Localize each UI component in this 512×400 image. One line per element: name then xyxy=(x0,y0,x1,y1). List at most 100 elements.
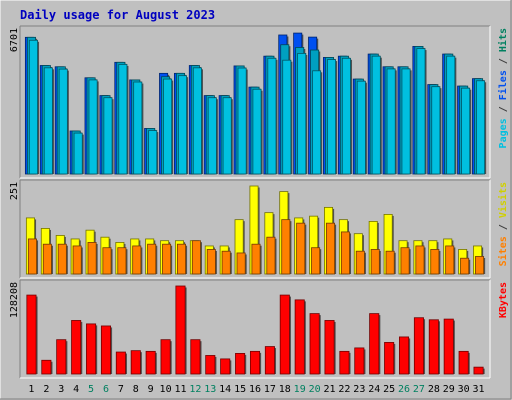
bar-pages-day-14 xyxy=(222,97,232,175)
bar-pages-day-31 xyxy=(476,80,486,175)
bar-kbytes-day-22 xyxy=(339,350,350,375)
legend-item: / xyxy=(498,106,509,118)
y-max-label: 251 xyxy=(9,182,20,200)
day-label: 26 xyxy=(398,384,410,395)
bar-kbytes-day-15 xyxy=(235,353,246,375)
bar-pages-day-15 xyxy=(237,67,247,175)
legend-item: Sites xyxy=(497,236,509,266)
day-label: 22 xyxy=(338,384,350,395)
bar-sites-day-18 xyxy=(281,219,291,275)
legend-item: / xyxy=(498,58,509,70)
bar-sites-day-11 xyxy=(176,243,186,275)
bar-pages-day-25 xyxy=(386,68,396,175)
day-label: 2 xyxy=(43,384,49,395)
day-label: 20 xyxy=(309,384,321,395)
bar-sites-day-28 xyxy=(430,249,440,275)
bar-pages-day-29 xyxy=(446,55,456,175)
bar-pages-day-30 xyxy=(461,87,471,175)
bar-kbytes-day-18 xyxy=(279,294,290,375)
bar-pages-day-16 xyxy=(252,88,262,175)
day-label: 3 xyxy=(58,384,64,395)
legend-item: / xyxy=(498,224,509,236)
bar-kbytes-day-6 xyxy=(100,325,111,375)
day-label: 27 xyxy=(413,384,425,395)
bar-kbytes-day-12 xyxy=(190,339,201,375)
bar-kbytes-day-4 xyxy=(71,320,82,375)
bar-sites-day-13 xyxy=(206,249,216,275)
bar-sites-day-3 xyxy=(57,243,67,275)
bar-pages-day-7 xyxy=(118,64,128,175)
bar-sites-day-1 xyxy=(27,238,37,275)
bar-pages-day-18 xyxy=(282,59,292,175)
day-label: 25 xyxy=(383,384,395,395)
chart-panel-3: 128208 KBytes xyxy=(9,279,509,379)
bar-pages-day-19 xyxy=(297,53,307,175)
day-label: 31 xyxy=(473,384,485,395)
bar-sites-day-22 xyxy=(340,231,350,275)
bar-sites-day-23 xyxy=(355,250,365,275)
day-label: 21 xyxy=(323,384,335,395)
day-label: 23 xyxy=(353,384,365,395)
bar-sites-day-29 xyxy=(445,245,455,275)
bar-sites-day-25 xyxy=(385,250,395,275)
bar-sites-day-26 xyxy=(400,247,410,275)
day-label: 16 xyxy=(249,384,261,395)
chart-title: Daily usage for August 2023 xyxy=(20,8,215,22)
day-label: 6 xyxy=(103,384,109,395)
bar-sites-day-10 xyxy=(162,243,172,275)
day-label: 9 xyxy=(148,384,154,395)
bar-kbytes-day-1 xyxy=(26,294,37,375)
bar-kbytes-day-25 xyxy=(384,342,395,375)
bar-kbytes-day-10 xyxy=(160,339,171,375)
bar-kbytes-day-5 xyxy=(86,323,97,375)
day-label: 17 xyxy=(264,384,276,395)
bar-pages-day-2 xyxy=(43,67,53,175)
day-label: 19 xyxy=(294,384,306,395)
legend: Pages / Files / Hits xyxy=(497,28,509,148)
bar-kbytes-day-19 xyxy=(294,299,305,375)
bar-kbytes-day-2 xyxy=(41,359,52,375)
bar-kbytes-day-31 xyxy=(473,366,484,375)
bar-kbytes-day-14 xyxy=(220,358,231,375)
bar-kbytes-day-9 xyxy=(145,350,156,375)
bar-sites-day-4 xyxy=(72,245,82,275)
y-max-label: 6701 xyxy=(9,28,20,52)
bar-pages-day-9 xyxy=(148,130,158,175)
day-label: 30 xyxy=(458,384,470,395)
bar-sites-day-19 xyxy=(296,222,306,275)
bar-pages-day-23 xyxy=(356,80,366,175)
bar-kbytes-day-24 xyxy=(369,313,380,375)
bar-kbytes-day-28 xyxy=(428,319,439,375)
bar-pages-day-1 xyxy=(28,39,38,175)
bar-pages-day-22 xyxy=(341,57,351,175)
legend-item: Visits xyxy=(497,182,509,224)
bar-sites-day-5 xyxy=(87,242,97,275)
legend: KBytes xyxy=(498,282,509,318)
bar-pages-day-28 xyxy=(431,86,441,175)
legend-item: Files xyxy=(497,70,509,106)
bar-pages-day-13 xyxy=(207,97,217,175)
bar-sites-day-30 xyxy=(460,257,470,275)
chart-panel-1: 6701 Pages / Files / Hits xyxy=(9,25,509,179)
bar-sites-day-14 xyxy=(221,250,231,275)
day-label: 10 xyxy=(160,384,172,395)
legend-item: Hits xyxy=(497,28,509,58)
bar-pages-day-8 xyxy=(133,81,143,175)
bar-sites-day-21 xyxy=(326,222,336,275)
bar-kbytes-day-30 xyxy=(458,350,469,375)
bar-sites-day-24 xyxy=(370,249,380,275)
bar-sites-day-17 xyxy=(266,236,276,275)
day-label: 1 xyxy=(28,384,34,395)
bar-kbytes-day-11 xyxy=(175,285,186,375)
bar-kbytes-day-23 xyxy=(354,347,365,375)
day-label: 7 xyxy=(118,384,124,395)
day-label: 14 xyxy=(219,384,231,395)
bar-kbytes-day-29 xyxy=(443,318,454,375)
legend-item: Pages xyxy=(498,118,509,148)
legend: Sites / Visits xyxy=(497,182,509,266)
bar-kbytes-day-8 xyxy=(130,350,141,375)
bar-sites-day-20 xyxy=(311,247,321,275)
bar-kbytes-day-26 xyxy=(399,336,410,375)
bar-pages-day-20 xyxy=(312,70,322,175)
